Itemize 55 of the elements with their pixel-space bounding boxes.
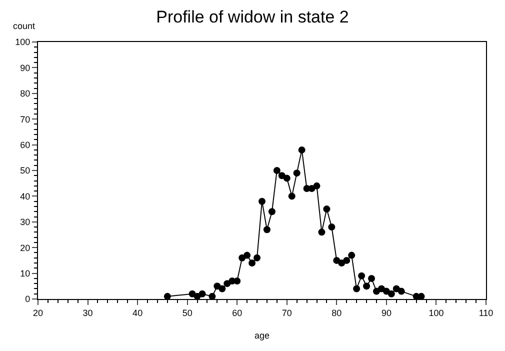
point bbox=[283, 174, 290, 182]
x-tick-label: 80 bbox=[332, 308, 342, 318]
x-tick-label: 50 bbox=[182, 308, 192, 318]
point bbox=[224, 280, 231, 288]
point bbox=[363, 282, 370, 290]
x-tick-label: 20 bbox=[32, 308, 44, 318]
y-tick-label: 50 bbox=[20, 166, 30, 176]
y-tick-label: 30 bbox=[20, 217, 30, 228]
point bbox=[254, 254, 261, 262]
x-tick-label: 70 bbox=[282, 308, 292, 318]
y-tick-label: 70 bbox=[20, 114, 30, 124]
y-tick-label: 90 bbox=[20, 62, 30, 73]
y-tick-label: 60 bbox=[20, 140, 30, 150]
x-tick-label: 40 bbox=[132, 308, 143, 318]
x-tick-label: 110 bbox=[478, 308, 494, 318]
point bbox=[288, 192, 296, 200]
point bbox=[333, 256, 340, 264]
point bbox=[388, 290, 395, 298]
y-axis-title: count bbox=[13, 21, 36, 31]
y-tick-label: 40 bbox=[20, 191, 30, 202]
point bbox=[298, 146, 306, 154]
x-tick-label: 100 bbox=[428, 308, 444, 318]
chart-title: Profile of widow in state 2 bbox=[156, 7, 349, 26]
x-tick-label: 30 bbox=[82, 308, 93, 318]
point bbox=[198, 290, 206, 298]
point bbox=[293, 170, 300, 177]
point bbox=[273, 167, 280, 174]
point bbox=[348, 252, 356, 259]
point bbox=[398, 288, 405, 295]
point bbox=[328, 224, 336, 231]
point bbox=[343, 256, 350, 264]
x-tick-label: 60 bbox=[232, 308, 242, 318]
point bbox=[353, 285, 360, 292]
point bbox=[268, 208, 276, 216]
point bbox=[164, 292, 171, 299]
point bbox=[258, 198, 266, 205]
y-tick-label: 80 bbox=[20, 88, 30, 99]
y-tick-label: 100 bbox=[15, 37, 30, 48]
point bbox=[368, 274, 376, 282]
point bbox=[418, 292, 425, 299]
point bbox=[244, 252, 251, 259]
y-tick-label: 0 bbox=[25, 294, 30, 304]
x-axis-title: age bbox=[254, 330, 270, 341]
point bbox=[208, 292, 216, 299]
point bbox=[323, 206, 330, 213]
x-tick-label: 90 bbox=[381, 308, 392, 318]
point bbox=[263, 226, 270, 234]
y-tick-label: 10 bbox=[20, 268, 30, 278]
point bbox=[318, 228, 326, 236]
point bbox=[313, 182, 320, 190]
point bbox=[218, 285, 226, 292]
point bbox=[248, 260, 256, 267]
point bbox=[234, 278, 241, 285]
y-tick-label: 20 bbox=[20, 242, 30, 253]
point bbox=[358, 272, 366, 280]
